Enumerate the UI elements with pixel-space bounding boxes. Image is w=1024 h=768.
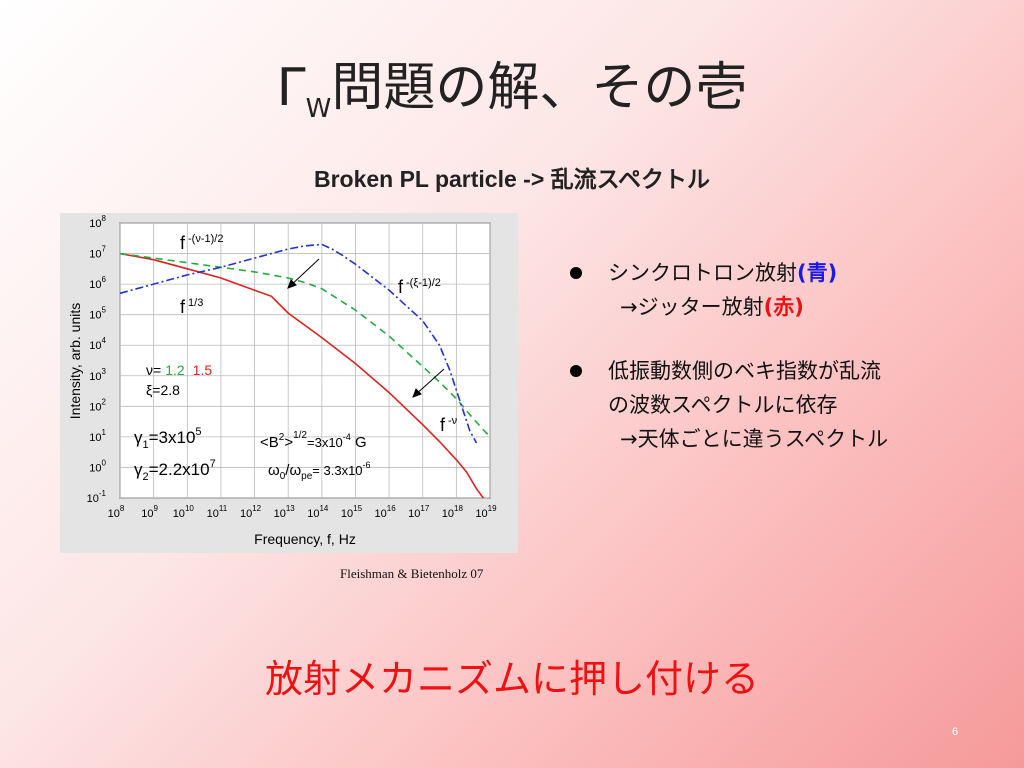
label-f-high: f -ν bbox=[440, 415, 458, 435]
y-axis-label: Intensity, arb. units bbox=[67, 303, 83, 419]
x-tick-label: 108 bbox=[108, 504, 125, 520]
y-tick-label: 106 bbox=[89, 275, 106, 291]
x-tick-label: 1014 bbox=[307, 504, 329, 520]
annotation-arrows bbox=[287, 258, 445, 398]
slide-subtitle: Broken PL particle -> 乱流スペクトル bbox=[313, 166, 711, 192]
label-gamma1: γ1=3x105 bbox=[134, 426, 202, 451]
label-xi: ξ=2.8 bbox=[146, 382, 180, 398]
bullet-1-subline: →ジッター放射(赤) bbox=[568, 290, 1008, 324]
bullet-item-index: 低振動数側のベキ指数が乱流 bbox=[568, 354, 1008, 388]
x-axis-label: Frequency, f, Hz bbox=[254, 531, 356, 547]
bullet-2-text: 低振動数側のベキ指数が乱流 bbox=[608, 359, 881, 383]
bullet-1-blue-note: (青) bbox=[797, 261, 838, 285]
slide-title: ΓW問題の解、その壱 bbox=[0, 62, 1024, 122]
y-tick-label: 105 bbox=[89, 306, 106, 322]
conclusion-text: 放射メカニズムに押し付ける bbox=[264, 657, 759, 701]
x-tick-label: 1019 bbox=[475, 504, 497, 520]
x-tick-label: 1016 bbox=[375, 504, 397, 520]
label-B-field: <B2>1/2=3x10-4 G bbox=[260, 430, 367, 451]
bullet-1-red-note: (赤) bbox=[763, 295, 804, 319]
label-f-third: f 1/3 bbox=[180, 297, 203, 317]
x-tick-label: 1015 bbox=[341, 504, 363, 520]
spectrum-figure: 108 109 1010 1011 1012 1013 1014 1015 1016 1017 10… bbox=[60, 213, 518, 553]
x-tick-label: 1017 bbox=[408, 504, 430, 520]
title-text: 問題の解、その壱 bbox=[331, 58, 748, 118]
arrow-bottom-head bbox=[412, 388, 422, 398]
x-tick-label: 1018 bbox=[442, 504, 464, 520]
series-line-dashed bbox=[119, 252, 491, 438]
bullet-dot bbox=[570, 267, 582, 279]
series-line-solid bbox=[119, 252, 484, 499]
label-gamma2: γ2=2.2x107 bbox=[134, 458, 216, 483]
bullet-2-subline: →天体ごとに違うスペクトル bbox=[620, 427, 889, 451]
bullet-item-synchrotron: シンクロトロン放射(青) bbox=[568, 256, 1008, 290]
x-tick-label: 1012 bbox=[240, 504, 262, 520]
x-tick-label: 109 bbox=[141, 504, 158, 520]
y-tick-label: 101 bbox=[89, 428, 106, 444]
plot-area bbox=[119, 222, 491, 499]
grid-lines bbox=[119, 222, 491, 499]
y-tick-label: 100 bbox=[89, 458, 106, 474]
y-tick-label: 102 bbox=[89, 397, 106, 413]
series-line-dashdot bbox=[119, 243, 478, 444]
y-tick-label: 107 bbox=[89, 245, 106, 261]
label-f-low: f -(ν-1)/2 bbox=[180, 233, 223, 253]
x-tick-label: 1010 bbox=[173, 504, 195, 520]
series-group bbox=[119, 243, 491, 499]
label-nu: ν= 1.2 1.5 bbox=[146, 362, 212, 378]
bullet-list: シンクロトロン放射(青) →ジッター放射(赤) 低振動数側のベキ指数が乱流 の波… bbox=[568, 256, 1008, 456]
spectrum-chart: 108 109 1010 1011 1012 1013 1014 1015 1016 1017 10… bbox=[67, 214, 497, 547]
x-tick-label: 1013 bbox=[274, 504, 296, 520]
label-omega: ω0/ωpe= 3.3x10-6 bbox=[268, 460, 371, 482]
bullet-2-continuation: の波数スペクトルに依存 bbox=[608, 393, 838, 417]
label-f-mid: f -(ξ-1)/2 bbox=[398, 277, 441, 297]
title-subscript: W bbox=[305, 94, 332, 124]
y-tick-label: 108 bbox=[89, 214, 106, 230]
figure-credit: Fleishman & Bietenholz 07 bbox=[340, 566, 484, 581]
bullet-dot bbox=[570, 365, 582, 377]
y-tick-label: 10-1 bbox=[87, 489, 107, 505]
title-gamma: Γ bbox=[276, 58, 306, 118]
y-tick-label: 104 bbox=[89, 336, 106, 352]
axis-ticks: 108 109 1010 1011 1012 1013 1014 1015 1016 1017 10… bbox=[87, 214, 497, 520]
bullet-1-text: シンクロトロン放射 bbox=[608, 261, 797, 285]
arrow-top-head bbox=[287, 279, 297, 289]
x-tick-label: 1011 bbox=[207, 504, 228, 520]
y-tick-label: 103 bbox=[89, 367, 106, 383]
page-number: 6 bbox=[952, 726, 959, 738]
bullet-1-sub-text: →ジッター放射 bbox=[620, 295, 764, 319]
